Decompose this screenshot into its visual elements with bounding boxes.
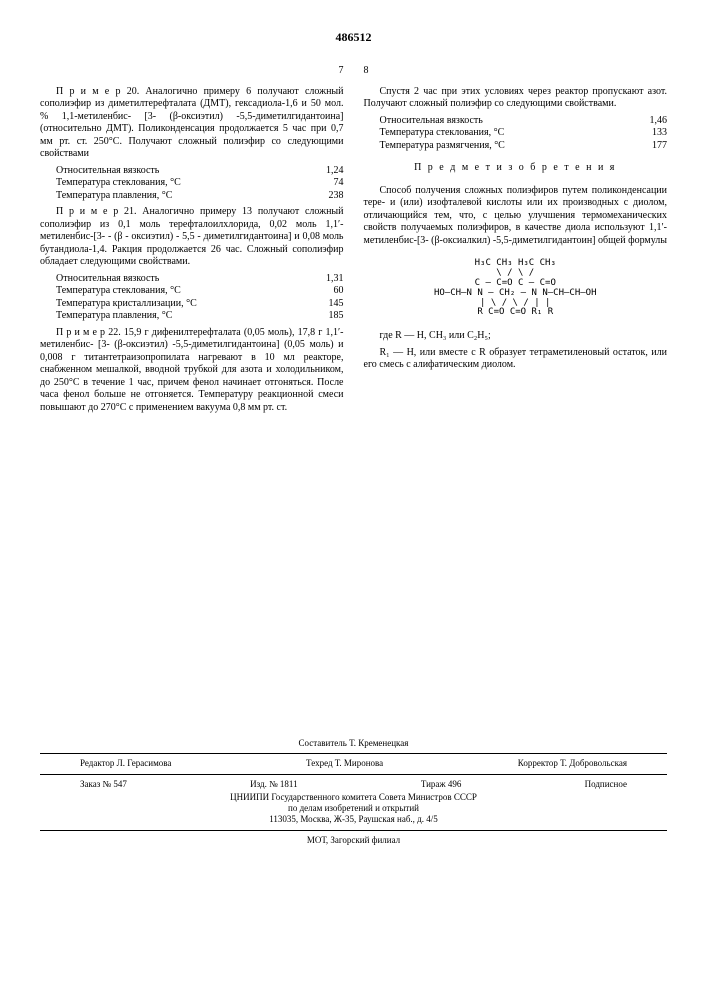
para: П р и м е р 21. Аналогично примеру 13 по… <box>40 206 344 269</box>
order: Заказ № 547 <box>80 779 127 790</box>
prop-label: Температура кристаллизации, °С <box>56 298 304 311</box>
section-title: П р е д м е т и з о б р е т е н и я <box>364 162 668 175</box>
addr: 113035, Москва, Ж-35, Раушская наб., д. … <box>40 814 667 825</box>
formula-line: R C=O C=O R₁ R <box>364 308 668 318</box>
corrector: Корректор Т. Добровольская <box>518 758 627 769</box>
prop-value: 60 <box>304 285 344 298</box>
prop-value: 74 <box>304 177 344 190</box>
footer: Составитель Т. Кременецкая Редактор Л. Г… <box>40 738 667 846</box>
para: Способ получения сложных полиэфиров путе… <box>364 185 668 248</box>
properties-table-2: Относительная вязкость1,31 Температура с… <box>56 273 344 323</box>
para: П р и м е р 20. Аналогично примеру 6 пол… <box>40 86 344 161</box>
techred: Техред Т. Миронова <box>306 758 383 769</box>
right-column: 8 Спустя 2 час при этих условиях через р… <box>364 65 668 418</box>
prop-label: Температура стеклования, °С <box>380 127 628 140</box>
prop-label: Температура стеклования, °С <box>56 177 304 190</box>
prop-value: 177 <box>627 140 667 153</box>
podpisnoe: Подписное <box>585 779 627 790</box>
org2: по делам изобретений и открытий <box>40 803 667 814</box>
properties-table-1: Относительная вязкость1,24 Температура с… <box>56 165 344 203</box>
izd: Изд. № 1811 <box>250 779 297 790</box>
printer: МОТ, Загорский филиал <box>40 835 667 846</box>
left-column: 7 П р и м е р 20. Аналогично примеру 6 п… <box>40 65 344 418</box>
patent-number: 486512 <box>40 30 667 45</box>
prop-value: 133 <box>627 127 667 140</box>
prop-value: 1,31 <box>304 273 344 286</box>
para: R₁ — H, или вместе с R образует тетрамет… <box>364 347 668 372</box>
org: ЦНИИПИ Государственного комитета Совета … <box>40 792 667 803</box>
prop-value: 1,46 <box>627 115 667 128</box>
editor: Редактор Л. Герасимова <box>80 758 171 769</box>
para: Спустя 2 час при этих условиях через реа… <box>364 86 668 111</box>
prop-value: 1,24 <box>304 165 344 178</box>
prop-label: Относительная вязкость <box>56 273 304 286</box>
para: где R — H, CH₃ или C₂H₅; <box>364 330 668 343</box>
prop-label: Температура стеклования, °С <box>56 285 304 298</box>
para: П р и м е р 22. 15,9 г дифенилтерефталат… <box>40 327 344 415</box>
properties-table-3: Относительная вязкость1,46 Температура с… <box>380 115 668 153</box>
prop-label: Температура плавления, °С <box>56 190 304 203</box>
col-num-left: 7 <box>339 65 344 78</box>
prop-value: 145 <box>304 298 344 311</box>
prop-label: Относительная вязкость <box>56 165 304 178</box>
tirage: Тираж 496 <box>421 779 462 790</box>
prop-value: 185 <box>304 310 344 323</box>
chemical-formula: H₃C CH₃ H₃C CH₃ \ / \ / C — C=O C — C=O … <box>364 259 668 318</box>
compiler: Составитель Т. Кременецкая <box>40 738 667 749</box>
prop-label: Температура плавления, °С <box>56 310 304 323</box>
col-num-right: 8 <box>364 65 369 78</box>
prop-label: Относительная вязкость <box>380 115 628 128</box>
text-columns: 7 П р и м е р 20. Аналогично примеру 6 п… <box>40 65 667 418</box>
prop-value: 238 <box>304 190 344 203</box>
prop-label: Температура размягчения, °С <box>380 140 628 153</box>
